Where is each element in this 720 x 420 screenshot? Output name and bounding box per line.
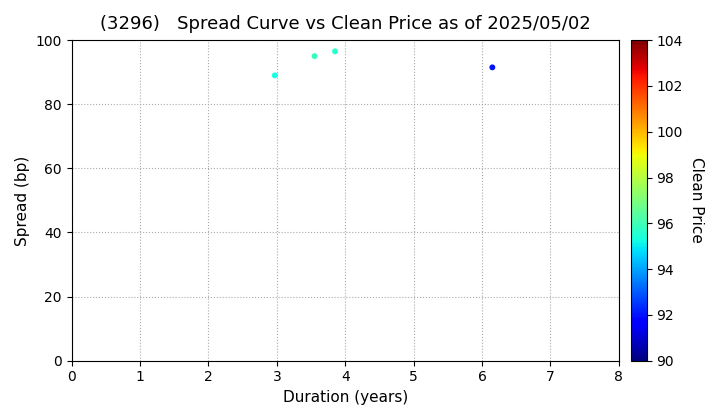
Y-axis label: Spread (bp): Spread (bp) <box>15 155 30 246</box>
Y-axis label: Clean Price: Clean Price <box>688 158 703 243</box>
X-axis label: Duration (years): Duration (years) <box>283 390 408 405</box>
Point <box>329 48 341 55</box>
Title: (3296)   Spread Curve vs Clean Price as of 2025/05/02: (3296) Spread Curve vs Clean Price as of… <box>100 15 590 33</box>
Point <box>487 64 498 71</box>
Point <box>269 72 281 79</box>
Point <box>309 53 320 60</box>
